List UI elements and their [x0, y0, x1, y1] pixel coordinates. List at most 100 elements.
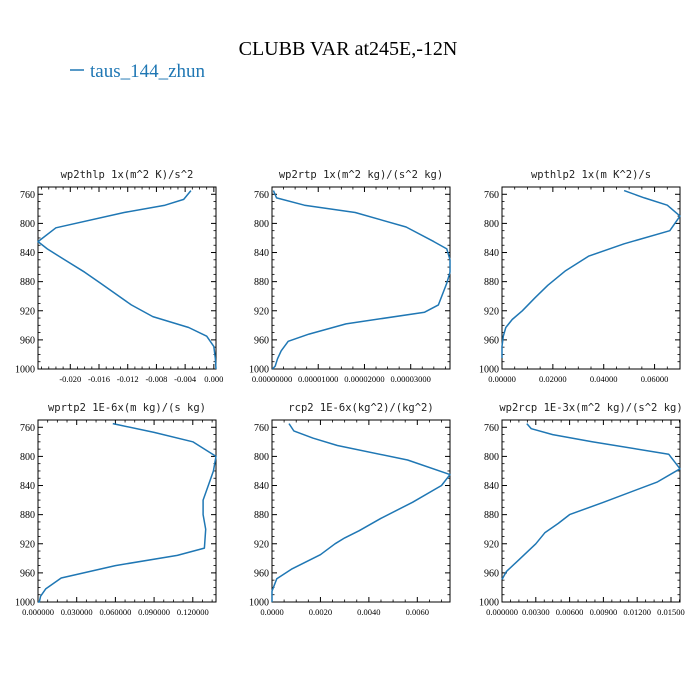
y-tick-label: 760	[20, 423, 35, 434]
figure-title: CLUBB VAR at245E,-12N	[239, 38, 458, 60]
x-tick-label: -0.016	[88, 374, 110, 384]
y-tick-label: 880	[484, 277, 499, 288]
y-tick-label: 1000	[15, 598, 35, 609]
subplot-title: rcp2 1E-6x(kg^2)/(kg^2)	[288, 402, 433, 414]
y-tick-label: 880	[20, 510, 35, 521]
x-tick-label: 0.00600	[556, 607, 584, 617]
x-tick-label: 0.01200	[623, 607, 651, 617]
x-tick-label: 0.02000	[539, 374, 567, 384]
x-tick-label: 0.0000	[260, 607, 283, 617]
subplot-5: rcp2 1E-6x(kg^2)/(kg^2) 760 800 840 880 920 96…	[249, 402, 451, 617]
y-tick-label: 1000	[249, 365, 269, 376]
y-tick-label: 920	[484, 539, 499, 550]
subplot-1: wp2thlp 1x(m^2 K)/s^2 760 800 840 880 920 960 1…	[15, 169, 223, 384]
subplot-title: wprtp2 1E-6x(m kg)/(s kg)	[48, 402, 206, 414]
y-tick-label: 920	[20, 539, 35, 550]
y-tick-label: 960	[254, 335, 269, 346]
plot-frame	[271, 186, 451, 370]
y-tick-label: 800	[254, 219, 269, 230]
y-tick-label: 960	[254, 568, 269, 579]
y-tick-label: 840	[20, 481, 35, 492]
y-tick-label: 760	[484, 423, 499, 434]
x-tick-label: 0.00000	[488, 374, 516, 384]
series-line	[271, 423, 451, 602]
x-tick-label: 0.090000	[138, 607, 170, 617]
x-tick-label: 0.030000	[61, 607, 93, 617]
subplot-2: wp2rtp 1x(m^2 kg)/(s^2 kg) 760 800 840 880 92…	[249, 169, 451, 384]
x-tick-label: 0.01500	[657, 607, 685, 617]
subplot-4: wprtp2 1E-6x(m kg)/(s kg) 760 800 840 880 920…	[15, 402, 217, 617]
subplot-title: wp2rtp 1x(m^2 kg)/(s^2 kg)	[279, 169, 443, 181]
y-tick-label: 840	[484, 481, 499, 492]
y-tick-label: 960	[484, 335, 499, 346]
y-tick-label: 1000	[15, 365, 35, 376]
x-tick-label: 0.000000	[22, 607, 54, 617]
series-line	[501, 189, 681, 359]
plot-frame	[501, 419, 681, 603]
y-tick-label: 840	[254, 248, 269, 259]
x-tick-label: 0.00001000	[298, 374, 338, 384]
y-tick-label: 960	[20, 335, 35, 346]
series-line	[271, 190, 451, 370]
y-tick-label: 920	[254, 539, 269, 550]
x-tick-label: 0.0040	[357, 607, 380, 617]
y-tick-label: 880	[254, 277, 269, 288]
y-tick-label: 840	[254, 481, 269, 492]
x-tick-label: 0.00003000	[391, 374, 431, 384]
x-tick-label: 0.0020	[309, 607, 332, 617]
y-tick-label: 1000	[479, 365, 499, 376]
x-tick-label: -0.020	[59, 374, 81, 384]
y-tick-label: 880	[254, 510, 269, 521]
plot-frame	[501, 186, 681, 370]
y-tick-label: 800	[254, 452, 269, 463]
y-tick-label: 760	[254, 423, 269, 434]
x-tick-label: 0.04000	[590, 374, 618, 384]
x-tick-label: 0.0060	[406, 607, 429, 617]
x-tick-label: -0.004	[174, 374, 197, 384]
series-line	[37, 190, 217, 370]
y-tick-label: 760	[20, 190, 35, 201]
plot-frame	[271, 419, 451, 603]
x-tick-label: 0.00900	[590, 607, 618, 617]
subplot-3: wpthlp2 1x(m K^2)/s 760 800 840 880 920 960 100…	[479, 169, 681, 384]
y-tick-label: 920	[20, 306, 35, 317]
plot-frame	[37, 419, 217, 603]
x-tick-label: 0.00300	[522, 607, 550, 617]
y-tick-label: 800	[20, 219, 35, 230]
y-tick-label: 800	[484, 452, 499, 463]
y-tick-label: 1000	[479, 598, 499, 609]
y-tick-label: 800	[20, 452, 35, 463]
x-tick-label: -0.012	[117, 374, 139, 384]
series-line	[38, 422, 217, 603]
subplot-title: wp2rcp 1E-3x(m^2 kg)/(s^2 kg)	[499, 402, 682, 414]
legend-label: taus_144_zhun	[90, 61, 206, 82]
x-tick-label: -0.008	[145, 374, 167, 384]
x-tick-label: 0.120000	[177, 607, 209, 617]
plot-frame	[37, 186, 217, 370]
y-tick-label: 800	[484, 219, 499, 230]
x-tick-label: 0.000	[204, 374, 223, 384]
legend: taus_144_zhun	[70, 61, 206, 82]
y-tick-label: 920	[254, 306, 269, 317]
y-tick-label: 840	[484, 248, 499, 259]
y-tick-label: 880	[20, 277, 35, 288]
y-tick-label: 1000	[249, 598, 269, 609]
subplot-6: wp2rcp 1E-3x(m^2 kg)/(s^2 kg)760 800 840 88…	[479, 402, 685, 617]
subplot-grid: wp2thlp 1x(m^2 K)/s^2 760 800 840 880 920 960 1…	[15, 169, 685, 617]
subplot-title: wpthlp2 1x(m K^2)/s	[531, 169, 651, 181]
x-tick-label: 0.060000	[99, 607, 131, 617]
x-tick-label: 0.06000	[641, 374, 669, 384]
x-tick-label: 0.00000000	[252, 374, 292, 384]
x-tick-label: 0.000000	[486, 607, 518, 617]
y-tick-label: 920	[484, 306, 499, 317]
x-tick-label: 0.00002000	[344, 374, 384, 384]
y-tick-label: 960	[20, 568, 35, 579]
y-tick-label: 760	[484, 190, 499, 201]
y-tick-label: 840	[20, 248, 35, 259]
y-tick-label: 880	[484, 510, 499, 521]
y-tick-label: 960	[484, 568, 499, 579]
subplot-title: wp2thlp 1x(m^2 K)/s^2	[61, 169, 194, 181]
y-tick-label: 760	[254, 190, 269, 201]
series-line	[501, 423, 681, 580]
